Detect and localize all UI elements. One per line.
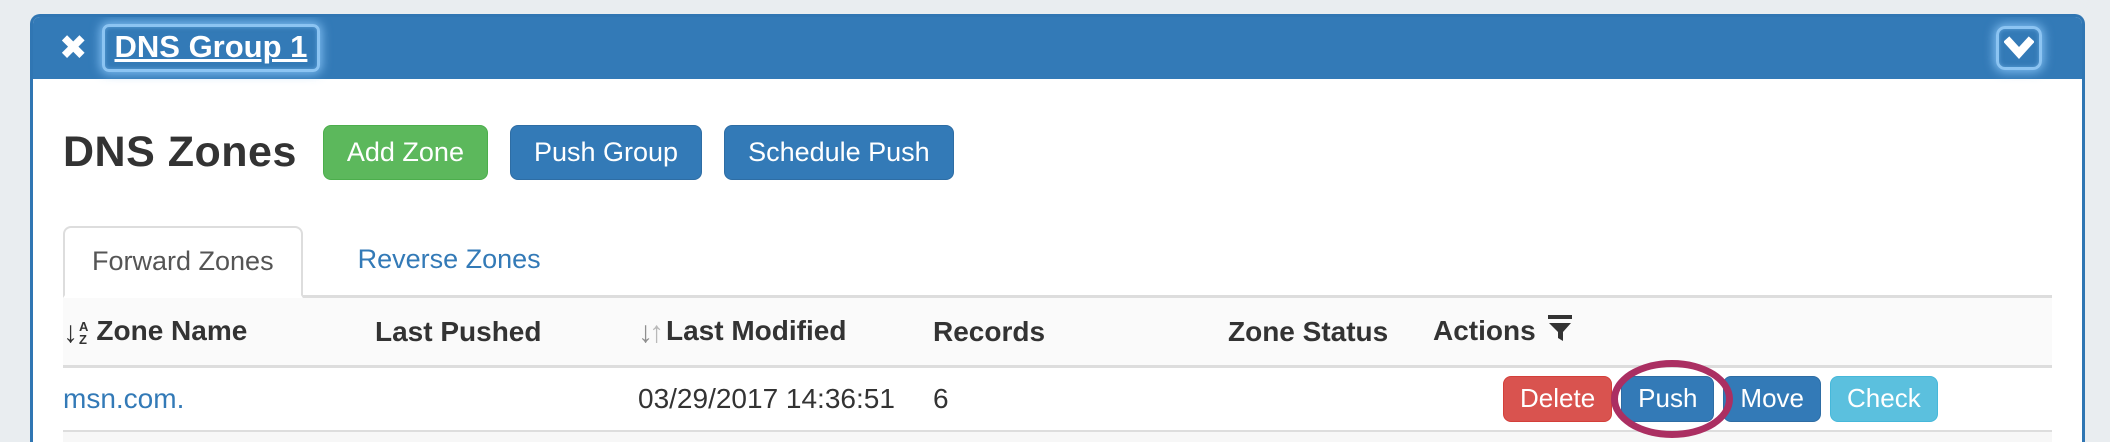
column-header-last-modified[interactable]: ↓ ↑ Last Modified (638, 298, 933, 369)
last-pushed-cell (375, 366, 638, 433)
tab-forward-zones[interactable]: Forward Zones (63, 226, 303, 299)
collapse-panel-button[interactable] (1996, 26, 2042, 70)
chevron-down-icon (2004, 35, 2034, 61)
panel-body: DNS Zones Add Zone Push Group Schedule P… (33, 79, 2082, 442)
heading-row: DNS Zones Add Zone Push Group Schedule P… (63, 125, 2052, 181)
column-header-last-pushed: Last Pushed (375, 298, 638, 369)
column-label: Last Modified (666, 315, 847, 347)
sort-up-down-icon[interactable]: ↓ ↑ (638, 316, 664, 350)
table-row-msn-com: msn.com. 03/29/2017 14:36:51 6 Delete Pus… (63, 360, 2052, 439)
add-zone-button[interactable]: Add Zone (322, 125, 488, 181)
sort-alpha-asc-icon[interactable]: ↓ A Z (63, 316, 89, 350)
next-row-stripe (63, 431, 2052, 442)
push-group-button[interactable]: Push Group (509, 125, 703, 181)
move-button[interactable]: Move (1723, 376, 1821, 423)
push-button-wrap: Push (1611, 360, 1734, 439)
records-cell: 6 (933, 366, 1228, 433)
actions-cell: Delete Push Move Check (1433, 360, 2052, 439)
zones-table: ↓ A Z Zone Name Last Pushed (63, 298, 2052, 442)
column-header-zone-name[interactable]: ↓ A Z Zone Name (63, 298, 375, 369)
page-title: DNS Zones (63, 128, 297, 177)
panel-header: ✖ DNS Group 1 (33, 17, 2082, 79)
schedule-push-button[interactable]: Schedule Push (724, 125, 954, 181)
column-header-actions: Actions (1433, 298, 2052, 369)
check-button[interactable]: Check (1830, 376, 1938, 423)
table-header-row: ↓ A Z Zone Name Last Pushed (63, 298, 2052, 369)
close-icon[interactable]: ✖ (59, 29, 88, 67)
dns-group-panel: ✖ DNS Group 1 DNS Zones Add Zone Push Gr… (30, 14, 2085, 442)
column-label: Zone Status (1228, 315, 1389, 347)
push-button[interactable]: Push (1621, 376, 1715, 423)
column-label: Records (933, 315, 1046, 347)
zone-name-link[interactable]: msn.com. (63, 383, 185, 415)
column-header-records: Records (933, 298, 1228, 369)
zone-status-cell (1228, 366, 1433, 433)
tab-reverse-zones[interactable]: Reverse Zones (357, 244, 541, 275)
zone-tabs: Forward Zones Reverse Zones (63, 226, 2052, 299)
dns-group-title-link[interactable]: DNS Group 1 (101, 24, 321, 72)
filter-icon[interactable] (1546, 313, 1574, 350)
column-label: Last Pushed (375, 315, 542, 347)
last-modified-cell: 03/29/2017 14:36:51 (638, 366, 933, 433)
delete-button[interactable]: Delete (1503, 376, 1613, 423)
column-label: Zone Name (96, 315, 248, 347)
column-label: Actions (1433, 315, 1536, 347)
column-header-zone-status: Zone Status (1228, 298, 1433, 369)
